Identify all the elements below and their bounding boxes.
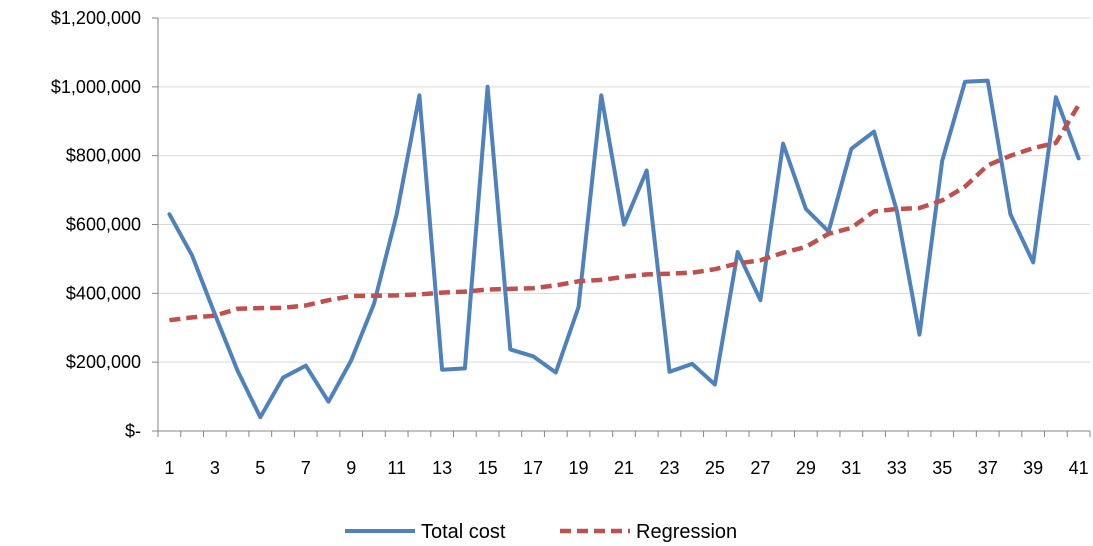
y-tick-label: $1,000,000	[51, 77, 141, 97]
y-tick-label: $-	[125, 421, 141, 441]
x-tick-label: 21	[614, 458, 634, 478]
x-axis-tick-labels: 1 3 5 7 9 11 13 15 17 19 21 23 25 27 29 31 33 35 37 39 41	[164, 458, 1088, 478]
x-tick-label: 31	[841, 458, 861, 478]
x-tick-label: 15	[478, 458, 498, 478]
x-tick-label: 41	[1069, 458, 1089, 478]
axes	[152, 17, 1091, 437]
x-tick-label: 33	[887, 458, 907, 478]
x-tick-label: 39	[1023, 458, 1043, 478]
y-tick-label: $800,000	[66, 146, 141, 166]
x-tick-label: 25	[705, 458, 725, 478]
x-tick-label: 23	[659, 458, 679, 478]
x-tick-label: 29	[796, 458, 816, 478]
x-tick-label: 7	[301, 458, 311, 478]
gridlines	[158, 17, 1090, 363]
x-tick-label: 17	[523, 458, 543, 478]
x-tick-label: 27	[750, 458, 770, 478]
y-tick-label: $600,000	[66, 215, 141, 235]
y-tick-label: $200,000	[66, 352, 141, 372]
x-tick-label: 9	[346, 458, 356, 478]
legend-label: Total cost	[421, 521, 506, 543]
x-tick-label: 5	[255, 458, 265, 478]
series-line-regression	[169, 103, 1081, 323]
x-tick-label: 3	[210, 458, 220, 478]
legend: Total cost Regression	[345, 521, 737, 543]
legend-label: Regression	[636, 521, 737, 543]
y-axis-tick-labels: $- $200,000 $400,000 $600,000 $800,000 $1,000…	[51, 8, 141, 441]
x-tick-label: 35	[932, 458, 952, 478]
x-tick-label: 37	[978, 458, 998, 478]
x-tick-label: 19	[569, 458, 589, 478]
series-line-total-cost	[167, 78, 1081, 420]
x-tick-label: 13	[432, 458, 452, 478]
x-tick-label: 11	[387, 458, 406, 478]
x-tick-label: 1	[164, 458, 174, 478]
y-tick-label: $1,200,000	[51, 8, 141, 28]
y-tick-label: $400,000	[66, 283, 141, 303]
series-lines	[167, 78, 1081, 420]
